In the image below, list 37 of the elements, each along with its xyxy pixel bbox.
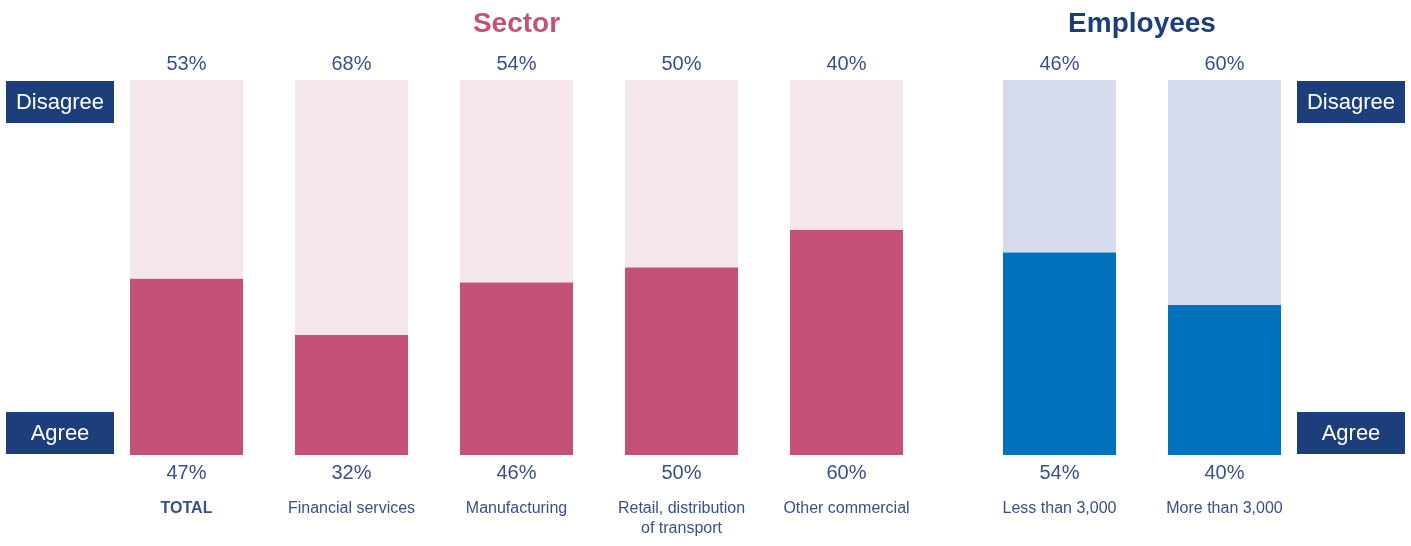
chart-title: Sector <box>472 6 561 38</box>
bar <box>459 80 574 283</box>
x-tick-label: Manufacturing <box>465 499 568 517</box>
bar <box>129 80 244 279</box>
data-label: 50% <box>661 51 702 74</box>
x-tick-label: More than 3,000 <box>1166 499 1283 517</box>
data-label: 60% <box>826 460 867 483</box>
x-tick-label: TOTAL <box>160 499 213 517</box>
series-label: Disagree <box>1297 81 1405 123</box>
data-label: 40% <box>1204 460 1245 483</box>
data-label: 40% <box>826 51 867 74</box>
data-label: 47% <box>166 460 207 483</box>
series-label: Agree <box>6 412 114 454</box>
bar <box>624 80 739 268</box>
data-label: 54% <box>496 51 537 74</box>
x-tick-label: Less than 3,000 <box>1002 499 1117 517</box>
data-label: 46% <box>496 460 537 483</box>
bar <box>459 282 574 455</box>
data-label: 68% <box>331 51 372 74</box>
bar <box>294 335 409 455</box>
x-tick-label: Retail, distribution of transport <box>617 499 746 537</box>
data-label: 50% <box>661 460 702 483</box>
data-label: 54% <box>1039 460 1080 483</box>
bar <box>789 230 904 455</box>
data-label: 46% <box>1039 51 1080 74</box>
series-label: Agree <box>1297 412 1405 454</box>
data-label: 60% <box>1204 51 1245 74</box>
series-label: Disagree <box>6 81 114 123</box>
bar <box>624 267 739 455</box>
bar <box>294 80 409 335</box>
x-tick-label: Financial services <box>287 499 416 517</box>
x-tick-label: Other commercial <box>783 499 910 517</box>
bar <box>789 80 904 230</box>
bar <box>129 278 244 455</box>
data-label: 32% <box>331 460 372 483</box>
data-label: 53% <box>166 51 207 74</box>
chart-title: Employees <box>1068 6 1216 38</box>
